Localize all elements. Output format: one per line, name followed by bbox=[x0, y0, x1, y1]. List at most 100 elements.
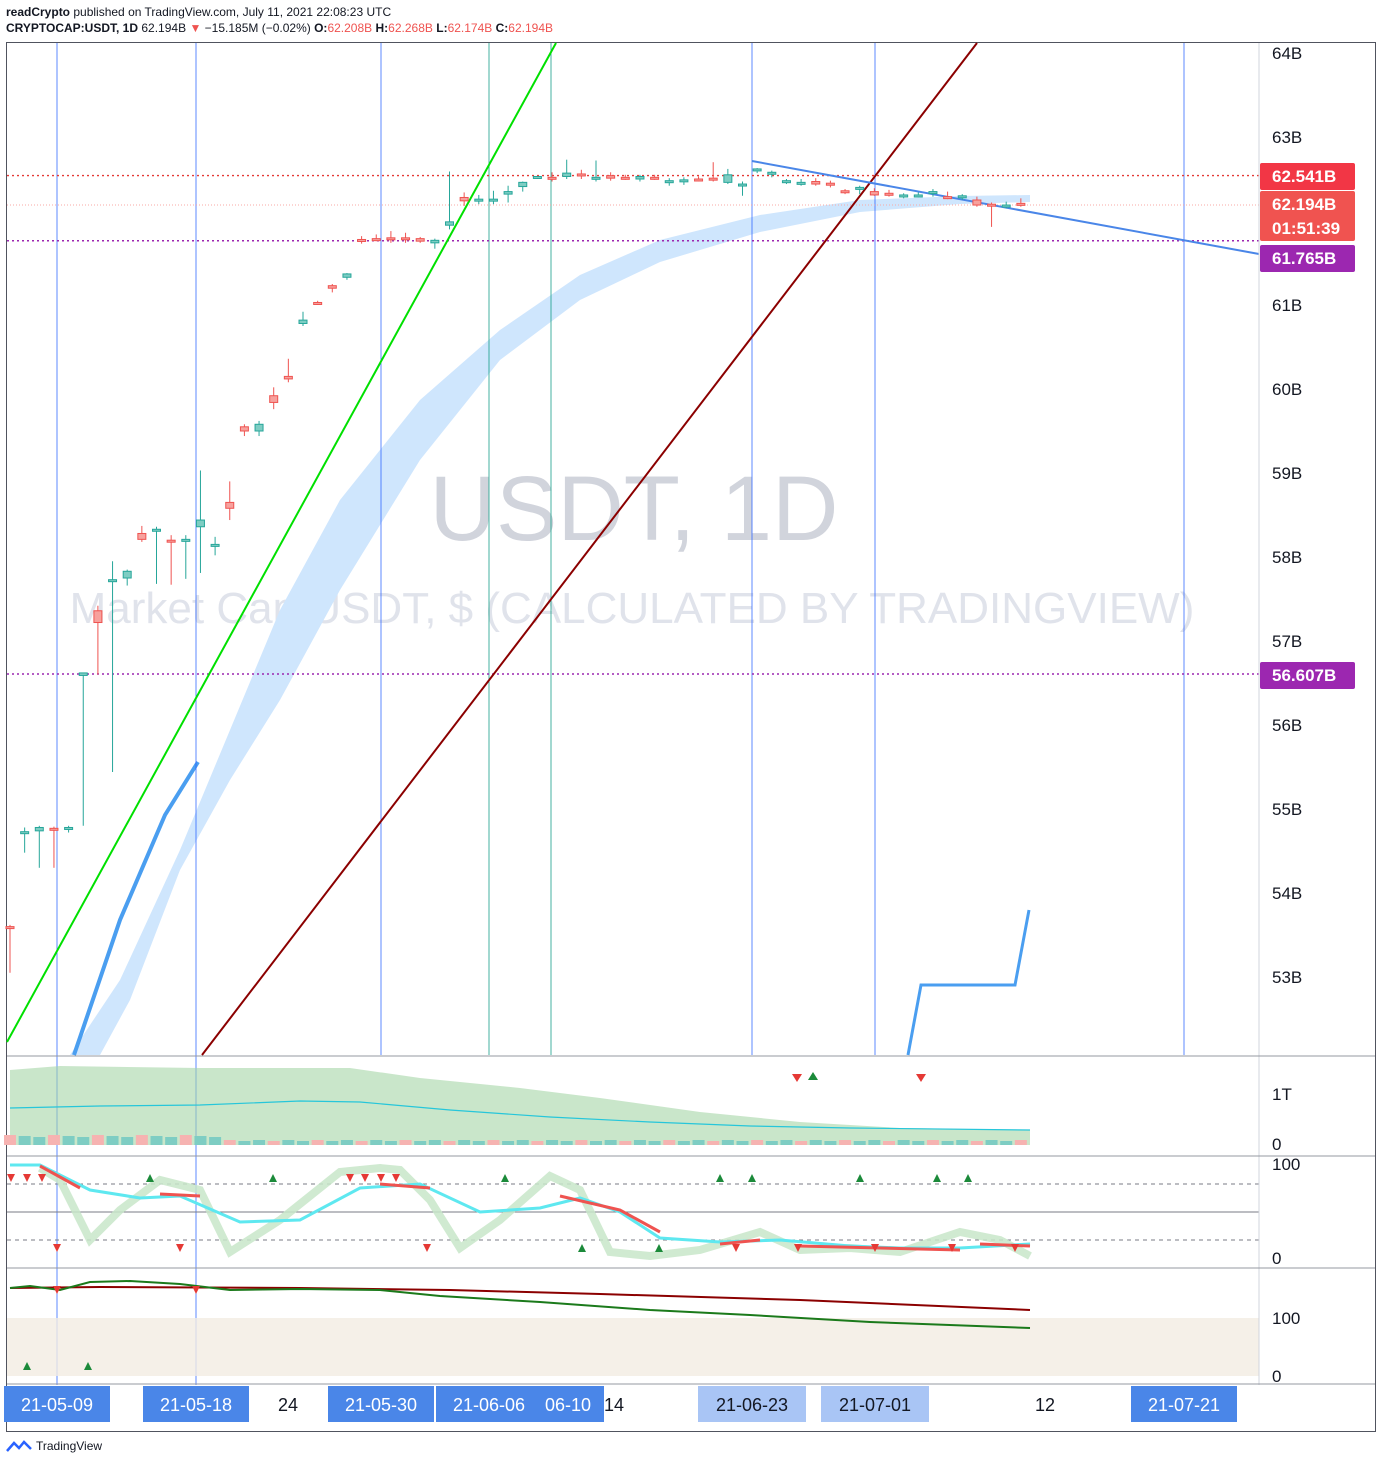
date-label-bg bbox=[821, 1386, 929, 1422]
price-tick-label: 64B bbox=[1272, 44, 1302, 63]
signal-up-icon bbox=[808, 1072, 818, 1080]
volume-axis-label: 1T bbox=[1272, 1085, 1292, 1104]
candle-body bbox=[957, 195, 967, 199]
date-tick-label: 12 bbox=[1035, 1395, 1055, 1415]
volume-bar bbox=[868, 1140, 881, 1145]
candle-body bbox=[562, 172, 572, 177]
lower-slow-line bbox=[9, 1285, 1031, 1311]
date-tick-label: 14 bbox=[604, 1395, 624, 1415]
volume-bar bbox=[648, 1141, 661, 1145]
close-value: 62.194B bbox=[508, 21, 554, 35]
date-label-bg bbox=[143, 1386, 249, 1422]
sell-arrow-icon bbox=[7, 1174, 15, 1182]
candle-body bbox=[1001, 204, 1011, 208]
buy-arrow-icon bbox=[856, 1174, 864, 1182]
volume-bar bbox=[194, 1136, 207, 1145]
price-tick-label: 57B bbox=[1272, 632, 1302, 651]
change-down-icon: ▼ bbox=[189, 21, 202, 35]
vertical-lines bbox=[56, 43, 1185, 1385]
candle-body bbox=[298, 319, 308, 324]
price-tick-label: 63B bbox=[1272, 128, 1302, 147]
volume-bar bbox=[692, 1140, 705, 1145]
volume-bar bbox=[165, 1137, 178, 1145]
buy-arrow-icon bbox=[501, 1174, 509, 1182]
sell-arrow-icon bbox=[423, 1244, 431, 1252]
open-value: 62.208B bbox=[327, 21, 373, 35]
candle-body bbox=[239, 426, 249, 432]
buy-arrow-icon bbox=[964, 1174, 972, 1182]
candle-body bbox=[781, 180, 791, 184]
candle-body bbox=[679, 179, 689, 183]
candle-body bbox=[591, 176, 601, 180]
candle-body bbox=[738, 183, 747, 187]
volume-bar bbox=[62, 1136, 75, 1145]
price-tick-label: 53B bbox=[1272, 968, 1302, 987]
volume-bar bbox=[590, 1141, 602, 1145]
volume-bar bbox=[223, 1140, 236, 1145]
publisher-name[interactable]: readCrypto bbox=[6, 5, 71, 19]
date-tick-label: 06-10 bbox=[545, 1395, 591, 1415]
buy-arrow-icon bbox=[716, 1174, 724, 1182]
price-tags: 62.541B 62.194B 01:51:39 61.765B 56.607B bbox=[1260, 163, 1355, 689]
volume-bar bbox=[531, 1141, 544, 1145]
last-price-tag-text: 62.194B bbox=[1272, 195, 1336, 214]
volume-bar bbox=[135, 1135, 148, 1145]
candle-body bbox=[606, 175, 616, 179]
resistance-tag-text: 62.541B bbox=[1272, 167, 1336, 186]
candle-body bbox=[987, 203, 997, 207]
volume-axis-label: 0 bbox=[1272, 1135, 1281, 1154]
volume-bar bbox=[663, 1140, 676, 1145]
candle-body bbox=[576, 173, 586, 177]
volume-bar bbox=[560, 1141, 573, 1145]
candle-body bbox=[64, 826, 74, 830]
symbol-label[interactable]: CRYPTOCAP:USDT, 1D bbox=[6, 21, 139, 35]
candle-body bbox=[723, 174, 733, 183]
candle-body bbox=[620, 176, 630, 180]
sell-arrow-icon bbox=[948, 1244, 956, 1252]
candle-body bbox=[108, 579, 118, 583]
candle-body bbox=[415, 238, 425, 242]
lower-axis-label: 0 bbox=[1272, 1367, 1281, 1386]
candle-body bbox=[20, 831, 30, 835]
candle-body bbox=[225, 501, 235, 509]
volume-bar bbox=[428, 1140, 441, 1145]
volume-bar bbox=[619, 1141, 632, 1145]
lower-fast-line bbox=[9, 1279, 1031, 1329]
candle-body bbox=[122, 570, 132, 579]
volume-bar bbox=[33, 1137, 46, 1145]
candle-body bbox=[855, 186, 865, 190]
candle-body bbox=[210, 543, 220, 547]
volume-bar bbox=[633, 1140, 646, 1145]
candle-body bbox=[694, 178, 704, 182]
date-tick-label: 21-05-18 bbox=[160, 1395, 232, 1415]
volume-bar bbox=[780, 1140, 793, 1145]
candles bbox=[5, 159, 1026, 973]
volume-bar bbox=[326, 1141, 339, 1145]
volume-bar bbox=[253, 1140, 266, 1145]
candle-body bbox=[913, 194, 923, 198]
high-value: 62.268B bbox=[388, 21, 433, 35]
sell-arrow-icon bbox=[377, 1174, 385, 1182]
candle-body bbox=[93, 610, 103, 624]
signal-down-icon bbox=[916, 1074, 926, 1082]
candle-body bbox=[313, 301, 323, 305]
support-low-tag-text: 56.607B bbox=[1272, 666, 1336, 685]
volume-bar bbox=[839, 1140, 852, 1145]
candle-body bbox=[884, 192, 894, 196]
volume-bar bbox=[707, 1141, 720, 1145]
candle-body bbox=[767, 171, 777, 175]
date-tick-label: 21-07-21 bbox=[1148, 1395, 1220, 1415]
footer-brand[interactable]: TradingView bbox=[36, 1439, 103, 1453]
candle-body bbox=[635, 175, 645, 180]
sell-arrow-icon bbox=[732, 1244, 740, 1252]
volume-bar bbox=[209, 1137, 222, 1145]
volume-bar bbox=[238, 1141, 251, 1145]
volume-bar bbox=[355, 1141, 368, 1145]
volume-bar bbox=[121, 1137, 134, 1145]
osc-axis-label: 100 bbox=[1272, 1155, 1300, 1174]
volume-bar bbox=[47, 1135, 60, 1145]
date-tick-label: 21-06-23 bbox=[716, 1395, 788, 1415]
volume-bar bbox=[546, 1140, 559, 1145]
buy-arrow-icon bbox=[84, 1362, 92, 1370]
